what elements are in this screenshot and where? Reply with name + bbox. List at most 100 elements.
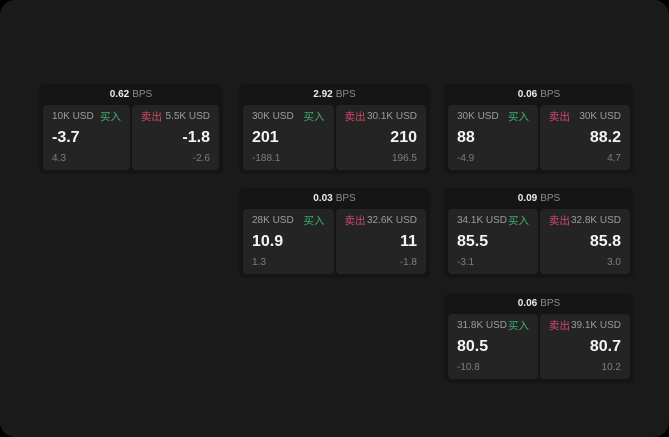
quote-panels: 28K USD 买入 10.9 1.3 卖出 32.6K USD 11 -1.8 <box>243 209 426 274</box>
sell-side-label: 卖出 <box>549 320 570 332</box>
buy-change: -3.1 <box>457 257 475 268</box>
buy-side-label: 买入 <box>508 320 529 332</box>
buy-side-label: 买入 <box>508 111 529 123</box>
buy-quote-tile[interactable]: 34.1K USD 买入 85.5 -3.1 <box>448 209 538 274</box>
spread-header: 0.03 BPS <box>243 188 426 209</box>
buy-quote-tile[interactable]: 28K USD 买入 10.9 1.3 <box>243 209 334 274</box>
buy-side-label: 买入 <box>303 111 325 123</box>
sell-side-label: 卖出 <box>549 215 570 227</box>
sell-quote-tile[interactable]: 卖出 30.1K USD 210 196.5 <box>335 105 426 170</box>
sell-quote-tile[interactable]: 卖出 39.1K USD 80.7 10.2 <box>540 314 630 379</box>
quote-card: 0.06 BPS 30K USD 买入 88 -4.9 卖出 30K USD 8… <box>444 84 634 174</box>
sell-price: 85.8 <box>589 233 621 251</box>
sell-quote-tile[interactable]: 卖出 5.5K USD -1.8 -2.6 <box>132 105 219 170</box>
spread-bps-value: 0.06 <box>517 88 538 100</box>
buy-quote-tile[interactable]: 30K USD 买入 201 -188.1 <box>243 105 334 170</box>
buy-quote-tile[interactable]: 10K USD 买入 -3.7 4.3 <box>43 105 130 170</box>
sell-quote-tile[interactable]: 卖出 32.8K USD 85.8 3.0 <box>540 209 630 274</box>
spread-header: 2.92 BPS <box>243 84 426 105</box>
buy-change: -188.1 <box>252 153 281 164</box>
spread-bps-value: 0.03 <box>313 192 333 204</box>
spread-header: 0.62 BPS <box>43 84 219 105</box>
sell-quote-tile[interactable]: 卖出 30K USD 88.2 4.7 <box>540 105 630 170</box>
spread-bps-unit: BPS <box>132 88 153 100</box>
sell-notional: 30K USD <box>579 111 621 123</box>
buy-change: -4.9 <box>457 153 475 164</box>
spread-header: 0.06 BPS <box>448 84 630 105</box>
sell-price: 88.2 <box>589 129 621 147</box>
sell-price: 210 <box>390 129 417 147</box>
buy-notional: 31.8K USD <box>457 320 508 332</box>
buy-notional: 10K USD <box>52 111 94 123</box>
buy-tile-header: 30K USD 买入 <box>252 112 325 123</box>
sell-change: 3.0 <box>607 257 621 268</box>
sell-notional: 30.1K USD <box>366 111 417 123</box>
sell-price: -1.8 <box>182 129 210 147</box>
quote-panels: 30K USD 买入 88 -4.9 卖出 30K USD 88.2 4.7 <box>448 105 630 170</box>
spread-bps-unit: BPS <box>335 192 356 204</box>
sell-side-label: 卖出 <box>141 111 162 123</box>
buy-tile-header: 31.8K USD 买入 <box>457 321 529 332</box>
buy-price: 80.5 <box>457 338 489 356</box>
sell-change: -1.8 <box>399 257 417 268</box>
buy-price: 88 <box>457 129 475 147</box>
buy-notional: 30K USD <box>457 111 499 123</box>
buy-tile-header: 10K USD 买入 <box>52 112 121 123</box>
sell-side-label: 卖出 <box>344 215 366 227</box>
sell-tile-header: 卖出 30K USD <box>549 112 621 123</box>
spread-bps-value: 0.09 <box>517 192 538 204</box>
spread-bps-unit: BPS <box>540 297 561 309</box>
quote-panels: 30K USD 买入 201 -188.1 卖出 30.1K USD 210 1… <box>243 105 426 170</box>
sell-tile-header: 卖出 39.1K USD <box>549 321 621 332</box>
sell-notional: 32.8K USD <box>570 215 621 227</box>
buy-quote-tile[interactable]: 30K USD 买入 88 -4.9 <box>448 105 538 170</box>
sell-price: 80.7 <box>589 338 621 356</box>
sell-notional: 39.1K USD <box>570 320 621 332</box>
sell-tile-header: 卖出 32.6K USD <box>345 216 418 227</box>
spread-bps-unit: BPS <box>540 192 561 204</box>
buy-notional: 34.1K USD <box>457 215 508 227</box>
buy-side-label: 买入 <box>303 215 325 227</box>
sell-quote-tile[interactable]: 卖出 32.6K USD 11 -1.8 <box>335 209 426 274</box>
sell-tile-header: 卖出 32.8K USD <box>549 216 621 227</box>
buy-tile-header: 30K USD 买入 <box>457 112 529 123</box>
sell-notional: 32.6K USD <box>366 215 417 227</box>
spread-bps-value: 0.06 <box>517 297 538 309</box>
buy-price: 10.9 <box>252 233 284 251</box>
quote-card: 0.06 BPS 31.8K USD 买入 80.5 -10.8 卖出 39.1… <box>444 293 634 383</box>
spread-header: 0.09 BPS <box>448 188 630 209</box>
quote-card: 0.03 BPS 28K USD 买入 10.9 1.3 卖出 32.6K US… <box>239 188 430 278</box>
buy-price: 85.5 <box>457 233 489 251</box>
sell-price: 11 <box>400 233 417 251</box>
sell-change: 4.7 <box>607 153 621 164</box>
spread-header: 0.06 BPS <box>448 293 630 314</box>
sell-tile-header: 卖出 30.1K USD <box>345 112 418 123</box>
quote-card: 0.09 BPS 34.1K USD 买入 85.5 -3.1 卖出 32.8K… <box>444 188 634 278</box>
spread-bps-unit: BPS <box>335 88 356 100</box>
quote-panels: 31.8K USD 买入 80.5 -10.8 卖出 39.1K USD 80.… <box>448 314 630 379</box>
buy-change: -10.8 <box>457 362 480 373</box>
quote-panels: 10K USD 买入 -3.7 4.3 卖出 5.5K USD -1.8 -2.… <box>43 105 219 170</box>
buy-side-label: 买入 <box>100 111 121 123</box>
buy-change: 4.3 <box>52 153 66 164</box>
buy-tile-header: 34.1K USD 买入 <box>457 216 529 227</box>
buy-notional: 28K USD <box>252 215 294 227</box>
buy-side-label: 买入 <box>508 215 529 227</box>
spread-bps-unit: BPS <box>540 88 561 100</box>
spread-bps-value: 0.62 <box>109 88 130 100</box>
spread-bps-value: 2.92 <box>313 88 333 100</box>
buy-notional: 30K USD <box>252 111 294 123</box>
sell-change: 10.2 <box>601 362 621 373</box>
buy-price: -3.7 <box>52 129 80 147</box>
quote-card: 2.92 BPS 30K USD 买入 201 -188.1 卖出 30.1K … <box>239 84 430 174</box>
quote-card: 0.62 BPS 10K USD 买入 -3.7 4.3 卖出 5.5K USD… <box>39 84 223 174</box>
quote-panels: 34.1K USD 买入 85.5 -3.1 卖出 32.8K USD 85.8… <box>448 209 630 274</box>
sell-notional: 5.5K USD <box>165 111 210 123</box>
sell-change: 196.5 <box>391 153 417 164</box>
sell-side-label: 卖出 <box>549 111 570 123</box>
buy-price: 201 <box>252 129 279 147</box>
buy-change: 1.3 <box>252 257 266 268</box>
sell-side-label: 卖出 <box>344 111 366 123</box>
buy-quote-tile[interactable]: 31.8K USD 买入 80.5 -10.8 <box>448 314 538 379</box>
